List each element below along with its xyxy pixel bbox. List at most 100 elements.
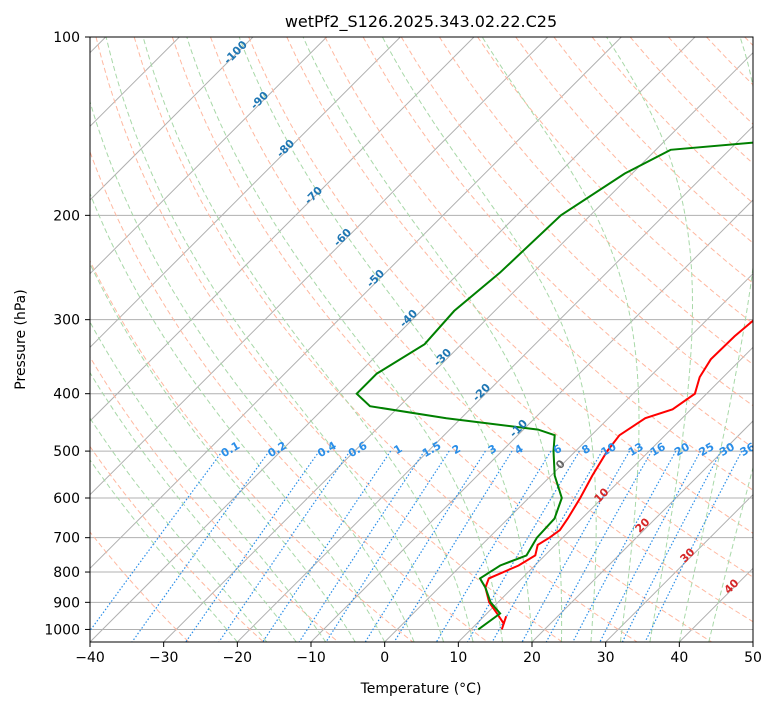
isotherm-line <box>531 420 753 642</box>
dry-adiabat <box>90 531 190 642</box>
thetae-label: -10 <box>507 417 530 440</box>
moist-adiabat <box>90 262 356 642</box>
mixing-ratio-label: 16 <box>648 440 668 459</box>
moist-adiabat <box>105 37 445 642</box>
mixing-ratio-line <box>131 450 270 642</box>
dry-adiabat <box>706 37 753 86</box>
mixing-ratio-line <box>325 450 450 642</box>
dry-adiabat-label: 10 <box>592 485 612 505</box>
wind-shear-segment <box>500 615 508 630</box>
mixing-ratio-line <box>466 450 580 642</box>
moist-adiabat <box>142 37 474 642</box>
mixing-ratio-line <box>644 450 743 642</box>
mixing-ratio-line <box>521 450 631 642</box>
background-lines <box>90 37 753 642</box>
x-tick-label: −30 <box>149 650 179 666</box>
x-tick-label: 50 <box>744 650 762 666</box>
temperature-profile <box>484 319 753 625</box>
plot-frame <box>89 36 754 643</box>
plot-area: -100-90-80-70-60-50-40-30-20-100.1 0.2 0.4… <box>90 37 758 642</box>
isotherm-line <box>457 346 753 642</box>
y-tick-label: 700 <box>53 531 80 547</box>
dry-adiabat <box>477 37 753 325</box>
y-tick-label: 600 <box>53 491 80 507</box>
thetae-label: -80 <box>274 137 297 160</box>
moist-adiabat <box>678 37 753 642</box>
mixing-ratio-line <box>621 450 722 642</box>
isotherm-line <box>90 37 696 642</box>
x-tick-label: 20 <box>523 650 541 666</box>
x-tick-label: 0 <box>380 650 389 666</box>
moist-adiabat <box>90 99 415 642</box>
x-tick-label: 30 <box>597 650 615 666</box>
mixing-ratio-label: 0.6 <box>346 439 370 460</box>
isotherm-line <box>90 37 475 422</box>
dry-adiabat <box>248 37 753 578</box>
x-tick-label: 40 <box>670 650 688 666</box>
y-axis: 100 200 300 400 500 600 700 800 900 1000 <box>44 30 90 638</box>
mixing-ratio-label: 0.1 <box>219 439 242 460</box>
dry-adiabat <box>744 37 753 47</box>
mixing-ratio-label: 10 <box>599 440 619 459</box>
dry-adiabat <box>90 259 414 642</box>
dry-adiabat <box>210 37 753 623</box>
chart-title: wetPf2_S126.2025.343.02.22.C25 <box>285 12 557 32</box>
thetae-label: -70 <box>302 184 325 207</box>
moist-adiabat <box>90 321 327 642</box>
moist-adiabat <box>606 37 693 642</box>
thetae-label: -30 <box>431 346 454 369</box>
x-tick-label: −10 <box>296 650 326 666</box>
dry-adiabat <box>133 37 638 642</box>
dry-adiabat <box>400 37 753 407</box>
mixing-ratio-line <box>218 450 351 642</box>
moist-adiabat <box>238 37 533 642</box>
isotherm-line <box>605 493 753 642</box>
mixing-ratio-line <box>364 450 486 642</box>
dry-adiabat-label: 30 <box>678 545 698 565</box>
dry-adiabat <box>286 37 753 534</box>
dry-adiabat <box>90 150 488 642</box>
y-tick-label: 1000 <box>44 622 80 638</box>
y-tick-label: 500 <box>53 444 80 460</box>
isotherm-line <box>384 272 753 642</box>
y-tick-label: 400 <box>53 387 80 403</box>
dry-adiabat <box>95 37 563 642</box>
moist-adiabat <box>302 37 563 642</box>
dry-adiabat <box>90 356 339 642</box>
isotherm-line <box>90 37 254 201</box>
dry-adiabat <box>171 37 712 642</box>
x-tick-label: −40 <box>75 650 105 666</box>
y-axis-label: Pressure (hPa) <box>13 289 29 389</box>
dry-adiabat <box>515 37 753 284</box>
moist-adiabat <box>90 371 297 642</box>
mixing-ratio-label: 25 <box>697 440 717 459</box>
mixing-ratio-label: 20 <box>672 440 692 459</box>
dry-adiabat <box>362 37 753 449</box>
y-tick-label: 800 <box>53 565 80 581</box>
profile-lines <box>355 141 753 631</box>
mixing-ratio-line <box>185 450 320 642</box>
thetae-label: -20 <box>470 381 493 404</box>
isotherm-line <box>90 37 328 275</box>
moist-adiabat <box>90 192 386 642</box>
moist-adiabat <box>481 37 640 642</box>
isotherm-line <box>90 37 622 570</box>
mixing-ratio-line <box>599 450 702 642</box>
mixing-ratio-label: 36 <box>738 440 758 459</box>
y-tick-label: 100 <box>53 30 80 46</box>
mixing-ratio-line <box>262 450 392 642</box>
y-tick-label: 300 <box>53 313 80 329</box>
mixing-ratio-line <box>393 450 513 642</box>
isotherm-line <box>90 37 401 349</box>
y-tick-label: 200 <box>53 208 80 224</box>
thetae-label: -60 <box>331 226 354 249</box>
mixing-ratio-line <box>90 450 223 632</box>
mixing-ratio-line <box>298 450 425 642</box>
dry-adiabat <box>90 445 264 642</box>
moist-adiabat <box>708 465 753 642</box>
mixing-ratio-label: 13 <box>626 440 646 459</box>
isotherm-line <box>163 51 753 642</box>
isotherm-line <box>236 125 753 642</box>
mixing-ratio-label: 0.4 <box>315 439 339 460</box>
dewpoint-profile <box>355 141 753 631</box>
